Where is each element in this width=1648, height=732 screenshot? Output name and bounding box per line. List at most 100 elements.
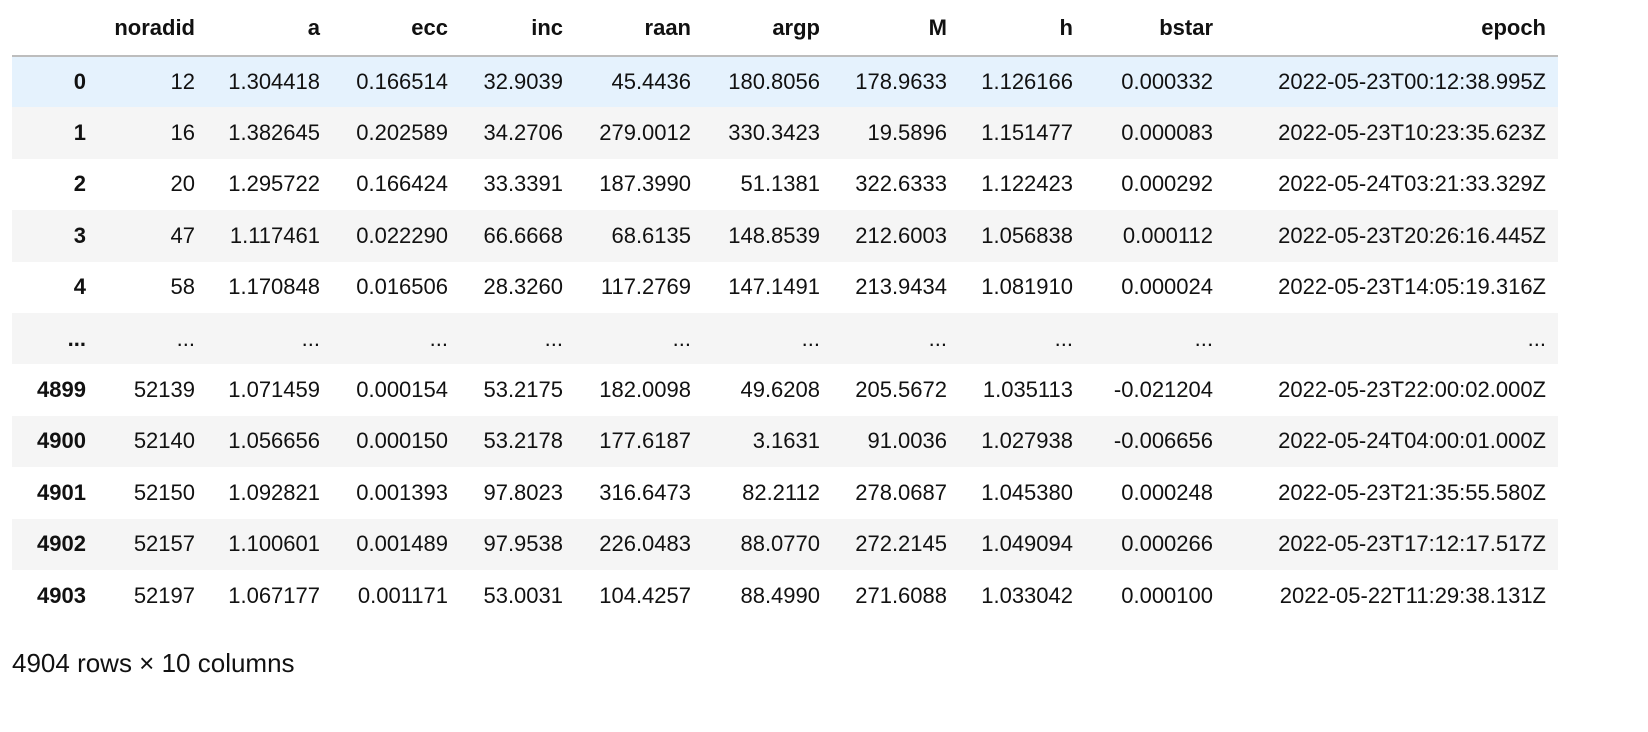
cell: 330.3423 bbox=[728, 120, 820, 146]
cell: 0.001393 bbox=[356, 479, 448, 505]
cell: ... bbox=[301, 325, 320, 351]
cell: 278.0687 bbox=[855, 479, 947, 505]
table-row: 4903 52197 1.067177 0.001171 53.0031 104.4257… bbox=[12, 570, 1558, 621]
row-index: 0 bbox=[73, 69, 86, 95]
cell: 88.4990 bbox=[740, 582, 820, 608]
cell: 2022-05-23T17:12:17.517Z bbox=[1278, 531, 1546, 557]
column-header: bstar bbox=[1085, 0, 1225, 57]
cell: 1.117461 bbox=[229, 222, 320, 248]
table-row: 3 47 1.117461 0.022290 66.6668 68.6135 148.853… bbox=[12, 210, 1558, 262]
cell: ... bbox=[1194, 325, 1213, 351]
cell: 322.6333 bbox=[855, 171, 947, 197]
cell: 68.6135 bbox=[611, 222, 691, 248]
column-header: inc bbox=[460, 0, 575, 57]
cell: 271.6088 bbox=[855, 582, 947, 608]
cell: 0.000292 bbox=[1121, 171, 1213, 197]
cell: 212.6003 bbox=[855, 222, 947, 248]
cell: 316.6473 bbox=[599, 479, 691, 505]
table-row: 1 16 1.382645 0.202589 34.2706 279.0012 330.34… bbox=[12, 107, 1558, 159]
cell: 2022-05-23T21:35:55.580Z bbox=[1278, 479, 1546, 505]
row-index: 2 bbox=[73, 171, 86, 197]
cell: 0.000112 bbox=[1122, 222, 1213, 248]
cell: 0.000248 bbox=[1121, 479, 1213, 505]
cell: 58 bbox=[170, 274, 195, 300]
row-index: 1 bbox=[73, 120, 86, 146]
cell: 104.4257 bbox=[599, 582, 691, 608]
cell: 182.0098 bbox=[599, 377, 691, 403]
column-header: ecc bbox=[332, 0, 460, 57]
cell: 28.3260 bbox=[483, 274, 563, 300]
column-header: h bbox=[959, 0, 1085, 57]
cell: 177.6187 bbox=[599, 428, 691, 454]
cell: 2022-05-22T11:29:38.131Z bbox=[1279, 582, 1546, 608]
cell: 147.1491 bbox=[728, 274, 820, 300]
cell: 279.0012 bbox=[599, 120, 691, 146]
cell: 1.067177 bbox=[228, 582, 320, 608]
row-index: 4899 bbox=[37, 377, 86, 403]
cell: 49.6208 bbox=[740, 377, 820, 403]
cell: 52150 bbox=[133, 479, 195, 505]
cell: -0.021204 bbox=[1113, 377, 1213, 403]
cell: ... bbox=[672, 325, 691, 351]
cell: 1.382645 bbox=[228, 120, 320, 146]
cell: 0.000154 bbox=[356, 377, 448, 403]
cell: 1.071459 bbox=[228, 377, 320, 403]
cell: ... bbox=[928, 325, 947, 351]
cell: 0.001489 bbox=[356, 531, 448, 557]
cell: 97.9538 bbox=[483, 531, 563, 557]
table-row: 4899 52139 1.071459 0.000154 53.2175 182.0098… bbox=[12, 364, 1558, 415]
cell: 272.2145 bbox=[855, 531, 947, 557]
cell: 226.0483 bbox=[599, 531, 691, 557]
cell: 1.170848 bbox=[228, 274, 320, 300]
cell: ... bbox=[1527, 325, 1546, 351]
cell: 1.304418 bbox=[228, 69, 320, 95]
cell: 178.9633 bbox=[855, 69, 947, 95]
cell: 0.022290 bbox=[356, 222, 448, 248]
row-index: 3 bbox=[73, 222, 86, 248]
cell: 1.100601 bbox=[228, 531, 320, 557]
cell: ... bbox=[1054, 325, 1073, 351]
cell: 0.000100 bbox=[1121, 582, 1213, 608]
cell: 82.2112 bbox=[742, 479, 820, 505]
cell: 16 bbox=[170, 120, 195, 146]
table-row: 4900 52140 1.056656 0.000150 53.2178 177.6187… bbox=[12, 415, 1558, 468]
cell: 0.202589 bbox=[356, 120, 448, 146]
table-row: 0 12 1.304418 0.166514 32.9039 45.4436 180.805… bbox=[12, 56, 1558, 108]
table-row: 4901 52150 1.092821 0.001393 97.8023 316.6473… bbox=[12, 467, 1558, 518]
table-row: 2 20 1.295722 0.166424 33.3391 187.3990 51.138… bbox=[12, 159, 1558, 210]
cell: 2022-05-23T10:23:35.623Z bbox=[1278, 120, 1546, 146]
cell: 1.081910 bbox=[981, 274, 1073, 300]
cell: 34.2706 bbox=[483, 120, 563, 146]
cell: -0.006656 bbox=[1113, 428, 1213, 454]
row-index: 4903 bbox=[37, 582, 86, 608]
cell: 12 bbox=[170, 69, 195, 95]
cell: 1.045380 bbox=[981, 479, 1073, 505]
cell: 53.2178 bbox=[483, 428, 563, 454]
cell: 213.9434 bbox=[855, 274, 947, 300]
cell: 180.8056 bbox=[728, 69, 820, 95]
row-index: 4901 bbox=[37, 479, 86, 505]
cell: 32.9039 bbox=[483, 69, 563, 95]
cell: 0.166514 bbox=[356, 69, 448, 95]
row-index: ... bbox=[67, 325, 86, 351]
cell: 2022-05-23T00:12:38.995Z bbox=[1278, 69, 1546, 95]
cell: 88.0770 bbox=[740, 531, 820, 557]
column-header: epoch bbox=[1225, 0, 1558, 57]
cell: 2022-05-23T22:00:02.000Z bbox=[1278, 377, 1546, 403]
cell: 1.033042 bbox=[981, 582, 1073, 608]
cell: ... bbox=[429, 325, 448, 351]
cell: 1.295722 bbox=[228, 171, 320, 197]
cell: 117.2769 bbox=[600, 274, 691, 300]
cell: ... bbox=[544, 325, 563, 351]
cell: 53.0031 bbox=[483, 582, 563, 608]
cell: 187.3990 bbox=[599, 171, 691, 197]
cell: 52140 bbox=[133, 428, 195, 454]
row-index: 4900 bbox=[37, 428, 86, 454]
cell: 0.000083 bbox=[1121, 120, 1213, 146]
cell: 2022-05-24T03:21:33.329Z bbox=[1278, 171, 1546, 197]
cell: 1.056838 bbox=[981, 222, 1073, 248]
cell: 1.049094 bbox=[981, 531, 1073, 557]
column-header: argp bbox=[703, 0, 832, 57]
